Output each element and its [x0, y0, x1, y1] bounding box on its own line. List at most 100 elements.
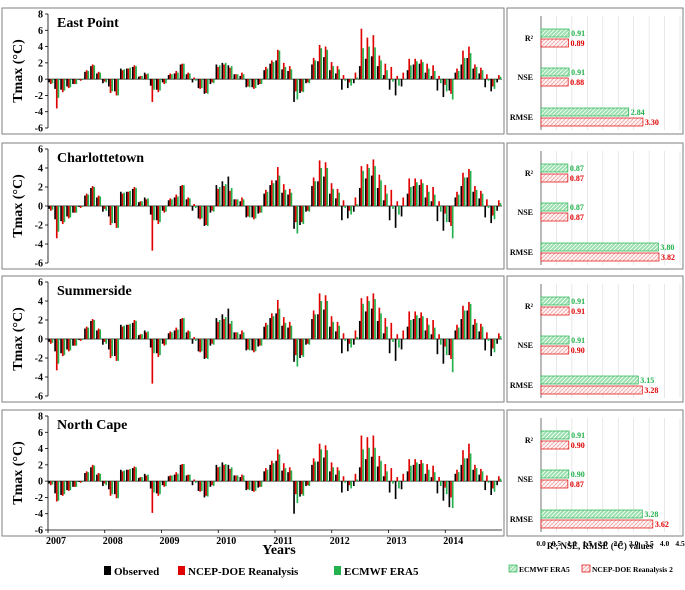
era5-bar: [81, 339, 84, 340]
ncep-bar: [324, 46, 327, 80]
observed-bar: [460, 64, 463, 80]
era5-bar: [416, 61, 418, 80]
era5-bar: [218, 187, 221, 206]
era5-bar: [272, 463, 275, 482]
ncep-bar: [133, 320, 136, 339]
observed-bar: [239, 201, 242, 206]
observed-bar: [406, 70, 409, 80]
y-tick-label: 6: [38, 278, 43, 289]
ncep-bar: [79, 206, 82, 208]
era5-bar: [230, 66, 233, 80]
era5-bar: [433, 194, 436, 206]
ncep-bar: [259, 79, 261, 85]
ncep-bar: [270, 60, 273, 80]
era5-bar: [57, 339, 60, 364]
metric-label: NSE: [517, 341, 533, 350]
era5-bar: [266, 191, 269, 206]
era5-bar: [266, 469, 269, 482]
ncep-bar: [103, 206, 106, 209]
observed-bar: [179, 464, 182, 482]
observed-bar: [466, 458, 469, 482]
era5-bar: [272, 316, 275, 339]
observed-bar: [275, 180, 277, 206]
observed-bar: [84, 195, 86, 206]
observed-bar: [143, 473, 146, 482]
observed-bar: [341, 339, 343, 354]
metric-bar-ncep: [540, 38, 569, 48]
ncep-bar: [306, 79, 309, 83]
era5-bar: [368, 46, 370, 80]
observed-bar: [263, 70, 266, 80]
era5-bar: [433, 327, 436, 339]
era5-bar: [212, 339, 215, 345]
metrics-x-tick-label: 0.5: [552, 539, 562, 548]
observed-bar: [215, 464, 218, 482]
era5-bar: [344, 339, 346, 341]
ncep-bar: [420, 179, 422, 206]
metric-value-era5: 0.90: [571, 470, 585, 479]
observed-bar: [54, 206, 56, 220]
metrics-x-tick-label: 3.5: [644, 539, 654, 548]
era5-bar: [451, 79, 454, 100]
metric-value-era5: 0.87: [570, 203, 584, 212]
observed-bar: [173, 474, 176, 482]
observed-bar: [400, 339, 403, 350]
observed-bar: [424, 72, 427, 80]
observed-bar: [436, 339, 439, 355]
observed-bar: [227, 65, 230, 80]
observed-bar: [131, 322, 134, 339]
observed-bar: [269, 318, 271, 339]
era5-bar: [87, 71, 90, 80]
ncep-bar: [354, 72, 357, 80]
ncep-bar: [450, 339, 452, 359]
metrics-x-tick-label: 2.5: [614, 539, 624, 548]
ncep-bar: [426, 318, 428, 339]
era5-bar: [427, 324, 430, 339]
era5-bar: [421, 463, 424, 482]
observed-bar: [436, 206, 439, 222]
ncep-bar: [294, 79, 297, 92]
metric-bar-ncep: [540, 212, 569, 222]
ncep-bar: [199, 206, 201, 220]
era5-bar: [362, 303, 364, 339]
ncep-bar: [336, 321, 339, 339]
observed-bar: [442, 206, 445, 231]
ncep-bar: [229, 323, 231, 339]
era5-bar: [481, 471, 484, 482]
observed-bar: [263, 471, 266, 482]
y-tick-label: 6: [38, 428, 43, 439]
era5-bar: [51, 481, 54, 485]
era5-bar: [475, 322, 478, 339]
metrics-frame: [506, 275, 684, 403]
observed-bar: [287, 194, 289, 206]
ncep-bar: [55, 79, 58, 109]
ncep-bar: [306, 339, 309, 344]
ncep-bar: [49, 206, 52, 211]
ncep-bar: [336, 66, 339, 80]
metric-bar-era5: [540, 375, 639, 385]
observed-bar: [281, 325, 283, 339]
era5-bar: [380, 60, 382, 80]
observed-bar: [48, 481, 50, 484]
ncep-bar: [253, 79, 255, 89]
observed-bar: [490, 206, 493, 224]
station-title: East Point: [57, 16, 119, 31]
ncep-bar: [372, 159, 375, 206]
era5-bar: [183, 318, 185, 339]
ncep-bar: [336, 188, 339, 206]
era5-bar: [374, 299, 376, 339]
era5-bar: [147, 474, 149, 482]
y-tick-label: 4: [38, 297, 43, 308]
ncep-bar: [330, 462, 333, 482]
observed-bar: [281, 69, 283, 80]
observed-bar: [185, 74, 188, 80]
metric-bar-era5: [540, 296, 570, 306]
era5-bar: [362, 170, 364, 206]
era5-bar: [350, 79, 352, 86]
era5-bar: [392, 339, 394, 342]
era5-bar: [314, 314, 317, 339]
ncep-bar: [414, 178, 417, 206]
ncep-bar: [354, 330, 357, 339]
observed-bar: [454, 330, 457, 339]
metric-label: R²: [525, 302, 534, 311]
